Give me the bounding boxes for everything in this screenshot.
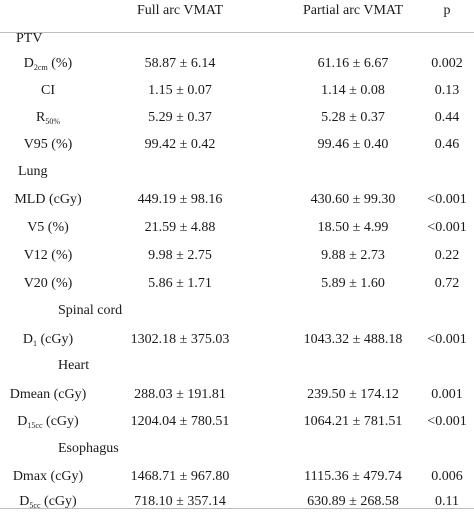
- value-full: 99.42 ± 0.42: [144, 137, 216, 152]
- value-p: 0.11: [435, 494, 459, 509]
- group-lung: Lung: [18, 164, 48, 179]
- row-label: D15cc (cGy): [17, 414, 79, 430]
- value-p: 0.22: [434, 248, 460, 263]
- value-partial: 5.89 ± 1.60: [321, 276, 385, 291]
- table-bottom-rule: [0, 508, 474, 509]
- value-partial: 5.28 ± 0.37: [321, 110, 385, 125]
- row-label: V95 (%): [23, 137, 73, 152]
- row-label: D2cm (%): [23, 56, 73, 72]
- value-partial: 1043.32 ± 488.18: [303, 332, 403, 347]
- value-partial: 1115.36 ± 479.74: [304, 469, 402, 484]
- value-full: 1302.18 ± 375.03: [130, 332, 230, 347]
- group-spinal-cord: Spinal cord: [58, 303, 123, 318]
- value-partial: 99.46 ± 0.40: [317, 137, 389, 152]
- value-p: 0.001: [431, 387, 463, 402]
- value-full: 58.87 ± 6.14: [144, 56, 216, 71]
- group-ptv: PTV: [16, 31, 43, 46]
- row-label: D5cc (cGy): [19, 494, 77, 510]
- value-p: 0.002: [431, 56, 463, 71]
- value-partial: 1064.21 ± 781.51: [303, 414, 403, 429]
- value-p: 0.46: [434, 137, 460, 152]
- row-label: D1 (cGy): [22, 332, 74, 348]
- value-partial: 239.50 ± 174.12: [307, 387, 399, 402]
- row-label: Dmean (cGy): [9, 387, 87, 402]
- row-label: R50%: [35, 110, 60, 126]
- value-partial: 18.50 ± 4.99: [317, 220, 389, 235]
- value-partial: 630.89 ± 268.58: [307, 494, 399, 509]
- value-full: 449.19 ± 98.16: [137, 192, 223, 207]
- value-p: <0.001: [427, 332, 467, 347]
- header-p: p: [443, 3, 451, 18]
- row-label: V12 (%): [23, 248, 73, 263]
- value-p: <0.001: [427, 220, 467, 235]
- value-full: 718.10 ± 357.14: [134, 494, 226, 509]
- value-partial: 9.88 ± 2.73: [321, 248, 385, 263]
- value-partial: 61.16 ± 6.67: [317, 56, 389, 71]
- value-full: 5.86 ± 1.71: [148, 276, 212, 291]
- value-p: 0.44: [434, 110, 460, 125]
- row-label: CI: [41, 83, 55, 98]
- table-top-rule: [0, 32, 474, 33]
- row-label: V5 (%): [27, 220, 69, 235]
- value-p: 0.72: [434, 276, 460, 291]
- row-label: V20 (%): [23, 276, 73, 291]
- value-full: 1204.04 ± 780.51: [130, 414, 230, 429]
- value-p: <0.001: [427, 192, 467, 207]
- value-p: 0.006: [431, 469, 463, 484]
- value-partial: 430.60 ± 99.30: [310, 192, 396, 207]
- row-label: Dmax (cGy): [12, 469, 84, 484]
- group-heart: Heart: [58, 358, 90, 373]
- value-partial: 1.14 ± 0.08: [321, 83, 385, 98]
- value-full: 9.98 ± 2.75: [148, 248, 212, 263]
- value-p: 0.13: [434, 83, 460, 98]
- value-full: 1.15 ± 0.07: [148, 83, 212, 98]
- value-full: 5.29 ± 0.37: [148, 110, 212, 125]
- value-p: <0.001: [427, 414, 467, 429]
- value-full: 21.59 ± 4.88: [144, 220, 216, 235]
- row-label: MLD (cGy): [14, 192, 82, 207]
- group-esophagus: Esophagus: [58, 441, 119, 456]
- header-full-arc: Full arc VMAT: [136, 3, 224, 18]
- value-full: 288.03 ± 191.81: [134, 387, 226, 402]
- value-full: 1468.71 ± 967.80: [130, 469, 230, 484]
- header-partial-arc: Partial arc VMAT: [302, 3, 404, 18]
